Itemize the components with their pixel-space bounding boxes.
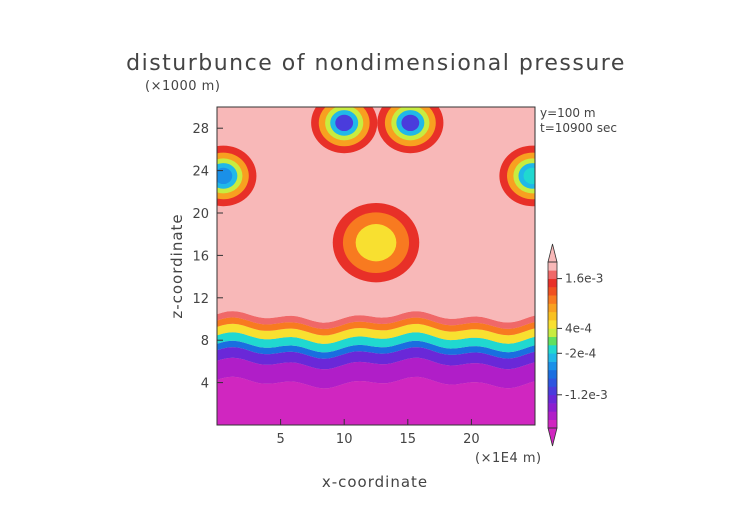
y-unit-label: (×1000 m): [145, 79, 220, 94]
y-tick-label: 4: [201, 377, 209, 392]
pressure-layer: [217, 311, 535, 329]
y-tick-label: 28: [192, 122, 209, 137]
y-tick-label: 20: [192, 207, 209, 222]
colorbar-labels: 1.6e-3 4e-4 -2e-4 -1.2e-3: [557, 272, 608, 402]
colorbar-segment: [548, 262, 557, 271]
plot-frame: [216, 106, 536, 426]
colorbar-segment: [548, 378, 557, 387]
annotation-t: t=10900 sec: [540, 121, 617, 135]
colorbar-segment: [548, 320, 557, 329]
colorbar-segment: [548, 369, 557, 379]
y-tick-label: 8: [201, 334, 209, 349]
x-unit-label: (×1E4 m): [475, 451, 542, 466]
y-axis: 4 8 12 16 20 24 28: [192, 122, 223, 392]
pressure-layer: [217, 317, 535, 336]
colorbar-segment: [548, 361, 557, 371]
y-tick-label: 16: [192, 249, 209, 264]
colorbar-label: 1.6e-3: [565, 272, 603, 286]
colorbar-segment: [548, 303, 557, 313]
colorbar-label: 4e-4: [565, 321, 592, 335]
x-axis: 5 10 15 20: [276, 419, 480, 447]
upper-features: [217, 107, 535, 283]
x-tick-label: 5: [276, 432, 284, 447]
colorbar-segment: [548, 311, 557, 321]
colorbar-max-triangle: [547, 243, 558, 263]
colorbar-label: -1.2e-3: [565, 388, 608, 402]
annotation-y: y=100 m: [540, 106, 596, 120]
colorbar-segment: [548, 345, 557, 354]
x-axis-label: x-coordinate: [322, 473, 428, 491]
y-tick-label: 12: [192, 292, 209, 307]
colorbar-segment: [548, 386, 557, 396]
pressure-layer: [217, 357, 535, 389]
colorbar-segment: [548, 278, 557, 288]
colorbar-segment: [548, 270, 557, 279]
colorbar-segment: [548, 419, 557, 429]
colorbar-segment: [548, 353, 557, 362]
colorbar-label: -2e-4: [565, 346, 596, 360]
pressure-layer: [217, 340, 535, 359]
colorbar-frame: [547, 261, 558, 429]
y-axis-label: z-coordinate: [168, 213, 186, 318]
colorbar-segment: [548, 328, 557, 337]
plot-area: [217, 107, 535, 425]
pressure-layer: [217, 332, 535, 353]
pressure-feature: [355, 224, 397, 262]
pressure-layer: [217, 323, 535, 344]
colorbar-segment: [548, 403, 557, 412]
x-tick-label: 20: [463, 432, 480, 447]
pressure-feature: [217, 167, 233, 185]
colorbar-min-triangle: [547, 427, 558, 447]
x-tick-label: 10: [336, 432, 353, 447]
y-tick-label: 24: [192, 165, 209, 180]
colorbar-segment: [548, 336, 557, 346]
colorbar-segment: [548, 411, 557, 420]
pressure-layer: [217, 376, 535, 425]
pressure-layer: [217, 347, 535, 370]
colorbar-segment: [548, 394, 557, 404]
colorbar-segment: [548, 286, 557, 296]
chart-title: disturbunce of nondimensional pressure: [126, 51, 626, 76]
pressure-feature: [523, 167, 535, 185]
x-tick-label: 15: [400, 432, 417, 447]
pressure-feature: [335, 114, 354, 132]
pressure-feature: [401, 114, 420, 132]
colorbar: [547, 243, 558, 447]
colorbar-segment: [548, 295, 557, 304]
